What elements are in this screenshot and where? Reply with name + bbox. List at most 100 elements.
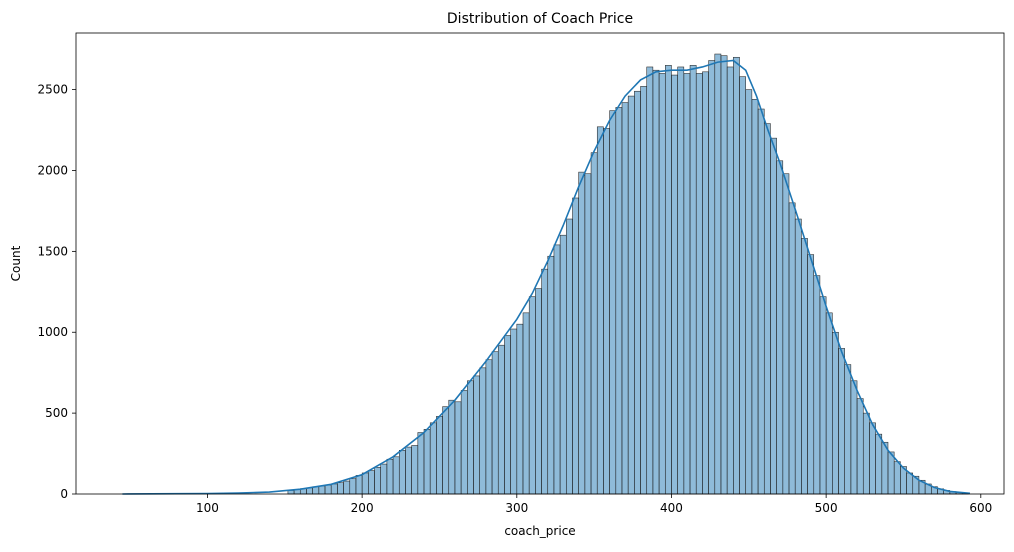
histogram-bar-69 <box>714 53 722 495</box>
bars-layer <box>287 53 969 495</box>
histogram-bar-47 <box>578 171 586 495</box>
histogram-bar-53 <box>615 107 623 495</box>
histogram-bar-6 <box>324 484 332 495</box>
histogram-bar-19 <box>405 446 412 495</box>
histogram-bar-35 <box>504 335 511 495</box>
histogram-bar-76 <box>757 108 765 495</box>
histogram-bar-70 <box>720 55 728 495</box>
histogram-bar-92 <box>856 398 864 495</box>
histogram-bar-65 <box>689 65 697 495</box>
histogram-bar-63 <box>677 66 685 495</box>
y-axis-label: Count <box>9 245 23 281</box>
histogram-bar-66 <box>695 73 703 495</box>
histogram-bar-93 <box>863 412 870 495</box>
histogram-bar-22 <box>423 429 431 495</box>
histogram-bar-60 <box>658 73 666 495</box>
histogram-bar-52 <box>609 110 617 495</box>
histogram-bar-50 <box>596 126 604 495</box>
histogram-bar-61 <box>665 65 672 495</box>
x-tick-label-5: 600 <box>969 501 992 515</box>
histogram-bar-88 <box>832 331 839 495</box>
histogram-bar-34 <box>497 344 505 495</box>
histogram-bar-89 <box>838 348 845 495</box>
histogram-bar-38 <box>522 312 530 495</box>
y-tick-label-2: 1000 <box>37 325 68 339</box>
histogram-bar-36 <box>510 328 518 495</box>
histogram-bar-39 <box>528 296 536 495</box>
x-tick-label-4: 500 <box>815 501 838 515</box>
histogram-bar-40 <box>535 288 542 495</box>
histogram-bar-32 <box>485 359 493 495</box>
histogram-bar-59 <box>652 69 660 495</box>
histogram-bar-90 <box>844 364 852 495</box>
histogram-bar-9 <box>343 480 351 495</box>
histogram-bar-78 <box>770 137 777 495</box>
histogram-bar-62 <box>671 74 678 495</box>
histogram-bar-46 <box>572 197 579 495</box>
histogram-bar-64 <box>683 73 691 495</box>
histogram-bar-97 <box>887 451 895 495</box>
histogram-bar-86 <box>819 296 827 495</box>
histogram-bar-15 <box>380 463 388 495</box>
histogram-bar-23 <box>429 422 437 495</box>
histogram-bar-67 <box>702 71 709 495</box>
histogram-bar-11 <box>355 475 363 495</box>
histogram-bar-28 <box>460 390 468 495</box>
histogram-bar-14 <box>374 467 381 495</box>
histogram-bar-16 <box>386 458 394 495</box>
histogram-bar-74 <box>745 89 753 495</box>
histogram-bar-37 <box>516 323 524 495</box>
histogram-bar-100 <box>906 472 913 495</box>
histogram-bar-25 <box>442 406 449 495</box>
histogram-bar-26 <box>448 399 456 495</box>
histogram-bar-33 <box>491 351 499 495</box>
histogram-bar-8 <box>337 482 344 495</box>
histogram-bar-48 <box>584 173 592 495</box>
histogram-bar-45 <box>566 218 573 495</box>
histogram-bar-13 <box>368 470 375 495</box>
histogram-bar-12 <box>361 472 369 495</box>
x-tick-label-3: 400 <box>660 501 683 515</box>
x-tick-label-1: 200 <box>351 501 374 515</box>
histogram-bar-42 <box>547 255 555 495</box>
histogram-bar-29 <box>467 380 474 495</box>
histogram-bar-58 <box>646 66 654 495</box>
histogram-bar-80 <box>782 173 790 495</box>
histogram-bar-79 <box>776 160 784 495</box>
histogram-bar-71 <box>726 66 734 495</box>
histogram-bar-31 <box>479 367 487 495</box>
histogram-bar-17 <box>392 456 400 495</box>
histogram-bar-95 <box>875 433 883 495</box>
histogram-bar-98 <box>893 461 901 495</box>
y-tick-label-0: 0 <box>60 487 68 501</box>
plot-frame <box>75 32 1005 495</box>
histogram-bar-56 <box>634 90 641 495</box>
histogram-bar-27 <box>454 401 462 495</box>
y-tick-label-5: 2500 <box>37 83 68 97</box>
histogram-bar-55 <box>627 95 635 495</box>
histogram-bar-49 <box>590 152 598 495</box>
histogram-bar-77 <box>764 123 771 495</box>
kde-curve <box>122 59 971 495</box>
histogram-bar-44 <box>559 234 567 495</box>
histogram-bar-87 <box>825 312 833 495</box>
x-axis-label: coach_price <box>504 524 575 538</box>
histogram-bar-10 <box>349 478 357 495</box>
y-tick-label-3: 1500 <box>37 244 68 258</box>
histogram-bar-83 <box>801 238 808 495</box>
histogram-bar-41 <box>541 268 548 495</box>
y-tick-label-4: 2000 <box>37 163 68 177</box>
histogram-bar-7 <box>330 483 338 495</box>
chart-title: Distribution of Coach Price <box>447 11 633 27</box>
x-tick-label-2: 300 <box>505 501 528 515</box>
histogram-bar-24 <box>436 416 443 495</box>
histogram-bar-30 <box>473 375 480 495</box>
histogram-bar-84 <box>807 254 815 495</box>
histogram-bar-5 <box>318 485 326 495</box>
histogram-bar-91 <box>850 380 858 495</box>
histogram-bar-82 <box>794 218 802 495</box>
histogram-bar-51 <box>603 128 610 495</box>
histogram-bar-81 <box>788 202 796 495</box>
